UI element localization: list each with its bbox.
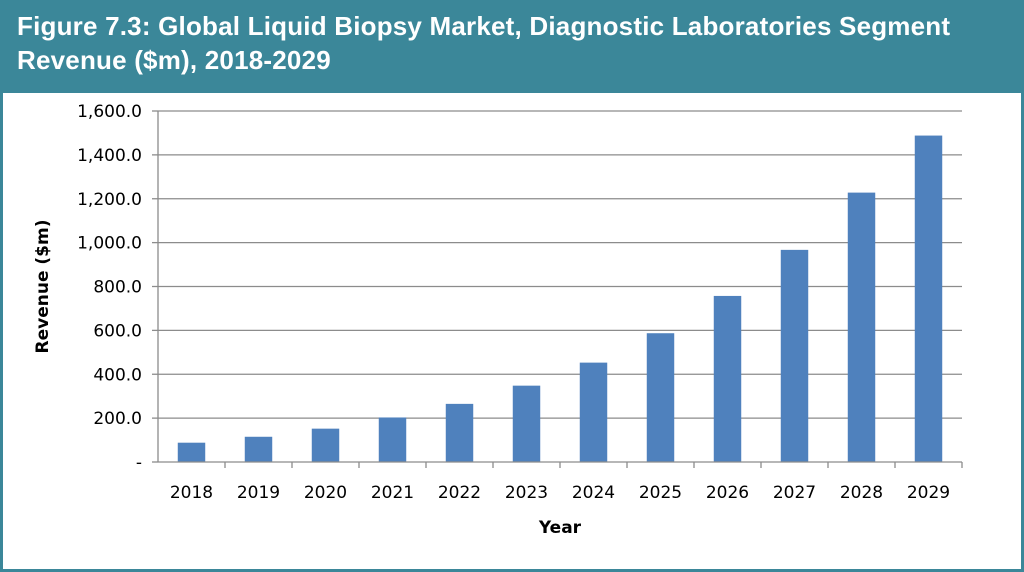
- bar-2027: [780, 249, 809, 462]
- x-tick-label: 2021: [371, 483, 414, 503]
- x-tick-label: 2019: [237, 483, 280, 503]
- bar-2020: [311, 428, 340, 462]
- bar-2025: [646, 333, 675, 462]
- y-axis-title: Revenue ($m): [33, 220, 53, 354]
- bar-2019: [244, 436, 273, 462]
- y-tick-label: 800.0: [93, 278, 142, 298]
- bars: [177, 135, 943, 463]
- x-tick-label: 2027: [773, 483, 816, 503]
- x-axis-title: Year: [538, 518, 582, 538]
- bar-2023: [512, 385, 541, 462]
- x-tick-label: 2024: [572, 483, 615, 503]
- y-tick-label: 600.0: [93, 321, 142, 341]
- x-tick-label: 2023: [505, 483, 548, 503]
- y-tick-label: 200.0: [93, 409, 142, 429]
- x-tick-label: 2022: [438, 483, 481, 503]
- figure-title: Figure 7.3: Global Liquid Biopsy Market,…: [17, 11, 951, 75]
- x-tick-label: 2018: [170, 483, 213, 503]
- y-tick-label: 1,400.0: [77, 146, 142, 166]
- x-tick-label: 2026: [706, 483, 749, 503]
- bar-2018: [177, 442, 206, 462]
- bar-2021: [378, 417, 407, 462]
- x-tick-labels: 2018 2019 2020 2021 2022 2023 2024 2025 2026 2027…: [170, 483, 950, 503]
- axes: [152, 110, 963, 468]
- y-tick-label: 1,600.0: [77, 102, 142, 122]
- bar-2024: [579, 362, 608, 462]
- y-tick-label: 400.0: [93, 365, 142, 385]
- y-tick-label: 1,200.0: [77, 190, 142, 210]
- x-tick-label: 2025: [639, 483, 682, 503]
- bar-2026: [713, 295, 742, 462]
- x-tick-label: 2029: [907, 483, 950, 503]
- y-tick-labels: - 200.0 400.0 600.0 800.0 1,000.0 1,200.0 1,400…: [77, 102, 142, 473]
- bar-2029: [914, 135, 943, 462]
- x-tick-label: 2028: [840, 483, 883, 503]
- gridlines: [158, 110, 962, 419]
- bar-2028: [847, 192, 876, 463]
- y-tick-label: 1,000.0: [77, 234, 142, 254]
- bar-2022: [445, 403, 474, 462]
- y-tick-label: -: [136, 453, 142, 473]
- figure-header: Figure 7.3: Global Liquid Biopsy Market,…: [3, 3, 1021, 93]
- x-tick-label: 2020: [304, 483, 347, 503]
